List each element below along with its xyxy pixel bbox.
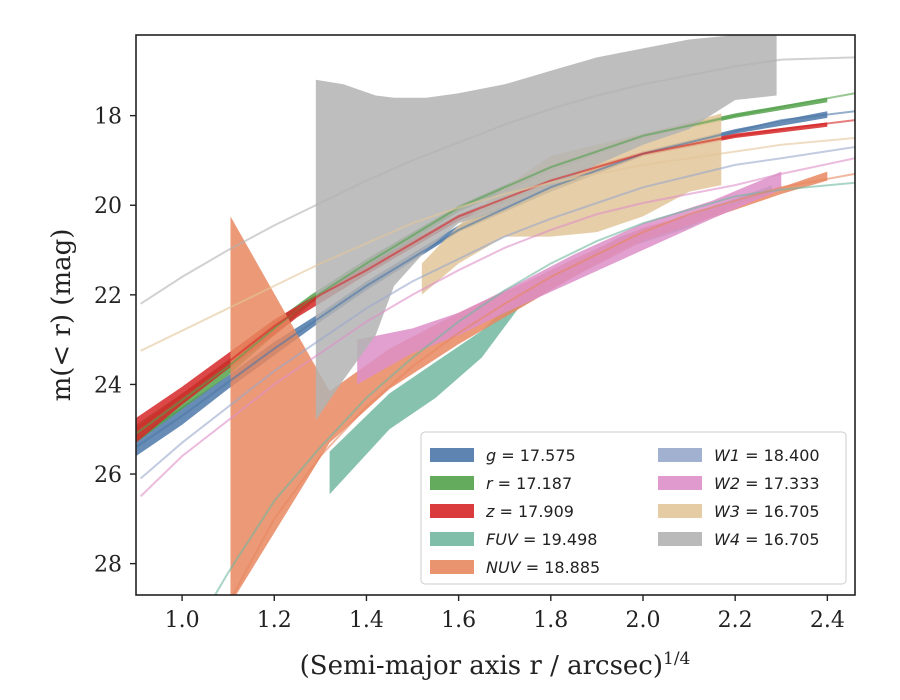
legend-swatch-w4 xyxy=(658,532,702,546)
legend-label-w1: W1 = 18.400 xyxy=(714,446,820,465)
x-tick-label: 1.0 xyxy=(165,608,200,633)
y-tick-label: 24 xyxy=(94,373,122,398)
fit-line-z xyxy=(136,119,855,431)
x-axis-title-exponent: 1/4 xyxy=(663,649,690,669)
y-axis-ticks: 18 20 22 24 26 28 xyxy=(94,105,136,578)
y-tick-label: 18 xyxy=(94,105,122,130)
fit-lines-layer xyxy=(136,56,855,595)
band-w3 xyxy=(421,113,722,295)
fit-line-r xyxy=(136,92,855,435)
legend-swatch-w1 xyxy=(658,448,702,462)
legend-label-w2: W2 = 17.333 xyxy=(714,474,820,493)
band-nuv xyxy=(230,171,828,595)
legend: g = 17.575 r = 17.187 z = 17.909 FUV = 19.4… xyxy=(420,431,847,585)
legend-label-g: g = 17.575 xyxy=(486,446,576,465)
fit-line-fuv xyxy=(213,181,855,595)
legend-box xyxy=(420,431,847,585)
legend-swatch-r xyxy=(430,476,474,490)
x-tick-label: 1.4 xyxy=(349,608,384,633)
y-tick-label: 22 xyxy=(94,284,122,309)
band-w2 xyxy=(357,171,782,385)
fit-line-nuv xyxy=(231,172,855,595)
x-tick-label: 1.6 xyxy=(441,608,476,633)
x-axis-ticks: 1.0 1.2 1.4 1.6 1.8 2.0 2.2 2.4 xyxy=(165,595,845,633)
legend-label-z: z = 17.909 xyxy=(485,502,574,521)
legend-swatch-fuv xyxy=(430,532,474,546)
legend-label-r: r = 17.187 xyxy=(486,474,572,493)
y-tick-label: 28 xyxy=(94,553,122,578)
legend-swatch-g xyxy=(430,448,474,462)
legend-swatch-w3 xyxy=(658,504,702,518)
fit-line-w3 xyxy=(140,137,855,352)
fit-line-w2 xyxy=(139,157,855,498)
y-tick-label: 26 xyxy=(94,463,122,488)
legend-swatch-z xyxy=(430,504,474,518)
legend-swatch-nuv xyxy=(430,560,474,574)
x-tick-label: 2.4 xyxy=(810,608,845,633)
x-axis-title: (Semi-major axis r / arcsec)1/4 xyxy=(300,649,691,681)
fit-line-g xyxy=(136,110,855,449)
legend-label-fuv: FUV = 19.498 xyxy=(486,530,597,549)
legend-swatch-w2 xyxy=(658,476,702,490)
plot-frame xyxy=(135,34,856,596)
x-tick-label: 2.0 xyxy=(625,608,660,633)
x-axis-title-text: (Semi-major axis r / arcsec) xyxy=(300,651,663,681)
legend-label-w3: W3 = 16.705 xyxy=(714,502,820,521)
fit-line-w4 xyxy=(140,56,855,305)
legend-label-nuv: NUV = 18.885 xyxy=(486,558,600,577)
x-tick-label: 1.2 xyxy=(257,608,292,633)
y-tick-label: 20 xyxy=(94,194,122,219)
y-axis-title: m(< r) (mag) xyxy=(47,229,77,402)
fit-line-w1 xyxy=(139,146,855,480)
x-tick-label: 1.8 xyxy=(533,608,568,633)
x-tick-label: 2.2 xyxy=(718,608,753,633)
legend-label-w4: W4 = 16.705 xyxy=(714,530,820,549)
